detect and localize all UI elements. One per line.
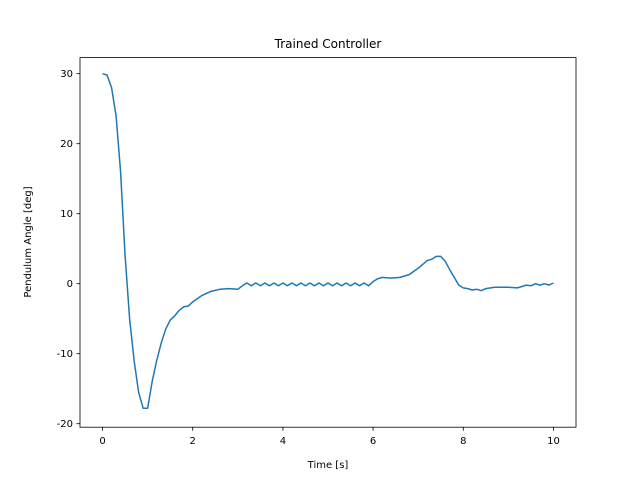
y-tick-label: 10 xyxy=(60,209,73,220)
plot-frame xyxy=(79,57,577,428)
x-tick-label: 0 xyxy=(99,436,105,447)
chart-title: Trained Controller xyxy=(274,37,382,51)
x-tick-label: 6 xyxy=(370,436,376,447)
y-tick-label: 0 xyxy=(67,279,73,290)
y-tick-label: 20 xyxy=(60,139,73,150)
x-tick-label: 2 xyxy=(190,436,196,447)
y-tick-label: 30 xyxy=(60,69,73,80)
x-tick-label: 4 xyxy=(280,436,286,447)
y-tick-label: -10 xyxy=(57,349,73,360)
y-tick-label: -20 xyxy=(57,419,73,430)
x-tick-label: 10 xyxy=(547,436,560,447)
y-axis-label: Pendulum Angle [deg] xyxy=(23,186,34,297)
x-tick-label: 8 xyxy=(460,436,466,447)
x-axis-label: Time [s] xyxy=(307,460,349,471)
line-series xyxy=(102,72,554,410)
